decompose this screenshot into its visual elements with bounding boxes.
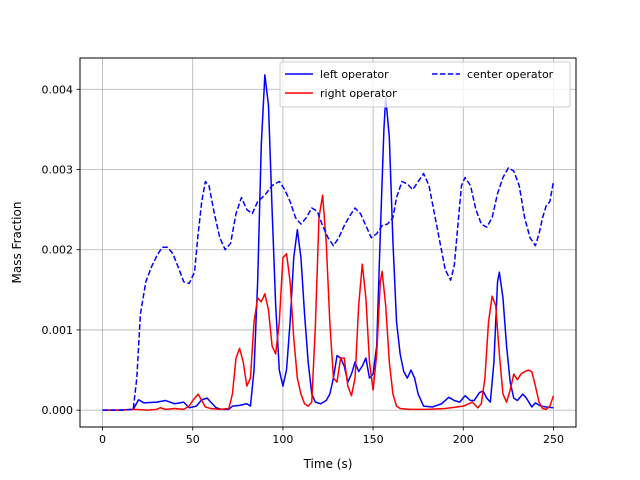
x-axis-label: Time (s) bbox=[303, 457, 353, 471]
axes-frame bbox=[79, 57, 577, 428]
x-tick-label: 50 bbox=[186, 433, 200, 446]
y-axis-label: Mass Fraction bbox=[10, 202, 24, 284]
y-tick-label: 0.000 bbox=[42, 404, 74, 417]
y-axis-ticks: 0.000 0.001 0.002 0.003 0.004 bbox=[42, 83, 80, 417]
series-line-right-operator bbox=[102, 194, 555, 411]
y-tick-label: 0.003 bbox=[42, 164, 74, 177]
legend: left operator right operator center oper… bbox=[279, 61, 571, 108]
x-tick-label: 0 bbox=[99, 433, 106, 446]
x-axis-ticks: 0 50 100 150 200 250 bbox=[99, 427, 564, 446]
legend-label-left-operator: left operator bbox=[320, 68, 389, 81]
x-tick-label: 100 bbox=[272, 433, 293, 446]
legend-label-center-operator: center operator bbox=[467, 68, 554, 81]
legend-label-right-operator: right operator bbox=[320, 87, 397, 100]
plot-series bbox=[102, 74, 555, 411]
x-tick-label: 200 bbox=[453, 433, 474, 446]
x-tick-label: 150 bbox=[363, 433, 384, 446]
y-tick-label: 0.001 bbox=[42, 324, 74, 337]
series-line-center-operator bbox=[102, 167, 555, 411]
x-tick-label: 250 bbox=[543, 433, 564, 446]
legend-box bbox=[279, 61, 571, 108]
y-tick-label: 0.002 bbox=[42, 244, 74, 257]
y-tick-label: 0.004 bbox=[42, 83, 74, 96]
